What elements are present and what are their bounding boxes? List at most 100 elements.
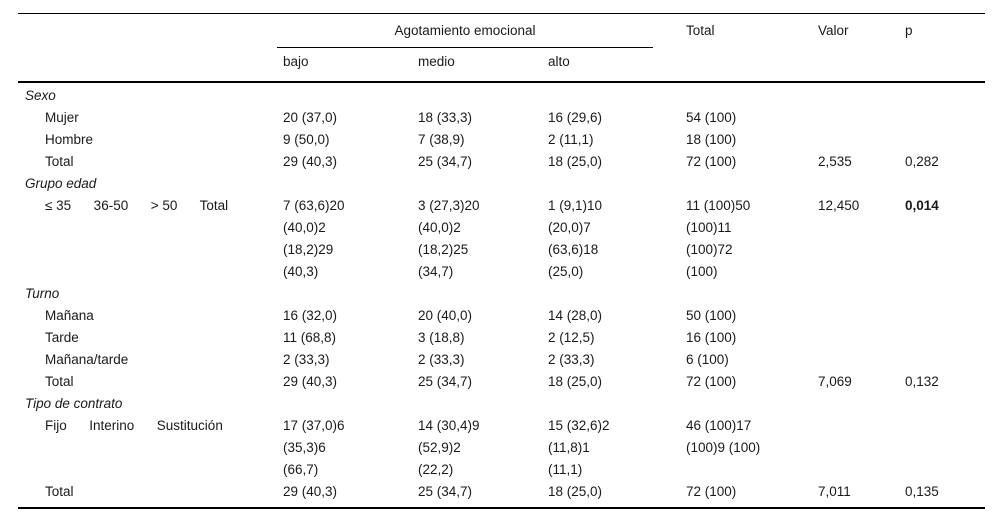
- cell: [418, 173, 548, 195]
- cell: 20 (37,0): [283, 110, 338, 125]
- span-header-cell: Agotamiento emocional: [277, 14, 686, 48]
- cell: [905, 107, 985, 129]
- row-label: Mujer: [45, 110, 79, 125]
- empty-header-cell: [18, 14, 283, 49]
- cell: 72 (100): [686, 154, 737, 169]
- cell: 14 (30,4)9 (52,9)2 (22,2): [418, 418, 480, 477]
- cell: 18 (25,0): [548, 374, 603, 389]
- empty-header-cell: [18, 48, 283, 83]
- cell: 20 (40,0): [418, 308, 473, 323]
- cell: [905, 327, 985, 349]
- row-label: Hombre: [45, 132, 94, 147]
- cell: 2 (33,3): [548, 352, 595, 367]
- cell: 0,132: [905, 374, 939, 389]
- cell: 0,135: [905, 484, 939, 499]
- cell: 50 (100): [686, 308, 737, 323]
- cell: [418, 283, 548, 305]
- cell: 18 (33,3): [418, 110, 473, 125]
- cell: [905, 283, 985, 305]
- table-header: Agotamiento emocional Total Valor p bajo…: [18, 14, 985, 83]
- cell: 11 (68,8): [283, 330, 337, 345]
- span-header-label: Agotamiento emocional: [277, 23, 653, 48]
- section-row: Tipo de contrato: [18, 393, 985, 415]
- cell: [418, 393, 548, 415]
- cell: 2 (33,3): [283, 352, 330, 367]
- cell: 54 (100): [686, 110, 737, 125]
- cell: [818, 393, 905, 415]
- header-row-levels: bajo medio alto: [18, 48, 985, 83]
- cell: [818, 305, 905, 327]
- cell: [905, 349, 985, 371]
- cell: [818, 327, 905, 349]
- row-label: ≤ 35 36-50 > 50 Total: [45, 198, 229, 213]
- cell: 16 (29,6): [548, 110, 603, 125]
- row-label: Total: [45, 484, 74, 499]
- row-label: Tipo de contrato: [25, 396, 123, 411]
- row-label: Fijo Interino Sustitución: [45, 418, 223, 433]
- results-table: Agotamiento emocional Total Valor p bajo…: [18, 13, 985, 509]
- cell: 15 (32,6)2 (11,8)1 (11,1): [548, 418, 610, 477]
- cell: 25 (34,7): [418, 374, 473, 389]
- cell: 18 (25,0): [548, 154, 603, 169]
- row-label: Total: [45, 154, 74, 169]
- cell: 16 (100): [686, 330, 737, 345]
- row-label: Mañana: [45, 308, 94, 323]
- cell: 0,014: [905, 198, 939, 213]
- cell: 29 (40,3): [283, 374, 338, 389]
- cell: 16 (32,0): [283, 308, 338, 323]
- cell: [548, 82, 686, 107]
- cell: [548, 393, 686, 415]
- cell: [905, 82, 985, 107]
- row-label: Tarde: [45, 330, 79, 345]
- empty-header-cell: [818, 48, 905, 83]
- cell: [686, 283, 818, 305]
- cell: [818, 107, 905, 129]
- header-row-groups: Agotamiento emocional Total Valor p: [18, 14, 985, 49]
- cell: 7,069: [818, 374, 852, 389]
- table-row: Hombre 9 (50,0) 7 (38,9) 2 (11,1) 18 (100): [18, 129, 985, 151]
- table-row: Mujer 20 (37,0) 18 (33,3) 16 (29,6) 54 (100): [18, 107, 985, 129]
- cell: [905, 415, 985, 481]
- row-label: Total: [45, 374, 74, 389]
- section-row: Grupo edad: [18, 173, 985, 195]
- cell: [905, 173, 985, 195]
- cell: 25 (34,7): [418, 484, 473, 499]
- cell: [818, 283, 905, 305]
- section-row: Sexo: [18, 82, 985, 107]
- cell: 14 (28,0): [548, 308, 603, 323]
- cell: [905, 305, 985, 327]
- empty-header-cell: [686, 48, 818, 83]
- cell: [818, 415, 905, 481]
- cell: 9 (50,0): [283, 132, 330, 147]
- cell: [905, 129, 985, 151]
- cell: 18 (25,0): [548, 484, 603, 499]
- table-row: Mañana/tarde 2 (33,3) 2 (33,3) 2 (33,3) 6 (1…: [18, 349, 985, 371]
- sub-header-alto: alto: [548, 48, 686, 83]
- cell: 3 (27,3)20 (40,0)2 (18,2)25 (34,7): [418, 198, 480, 279]
- table-row: Tarde 11 (68,8) 3 (18,8) 2 (12,5) 16 (100): [18, 327, 985, 349]
- table-row: Total 29 (40,3) 25 (34,7) 18 (25,0) 72 (100)…: [18, 481, 985, 508]
- cell: [818, 349, 905, 371]
- cell: 1 (9,1)10 (20,0)7 (63,6)18 (25,0): [548, 198, 603, 279]
- table-row: Fijo Interino Sustitución 17 (37,0)6 (35,…: [18, 415, 985, 481]
- cell: [418, 82, 548, 107]
- total-column-header: Total: [686, 23, 715, 38]
- cell: [818, 129, 905, 151]
- cell: [818, 173, 905, 195]
- sub-header-medio: medio: [418, 48, 548, 83]
- cell: 2,535: [818, 154, 852, 169]
- row-label: Sexo: [25, 88, 56, 103]
- cell: 12,450: [818, 198, 860, 213]
- row-label: Grupo edad: [25, 176, 97, 191]
- empty-header-cell: [905, 48, 985, 83]
- valor-column-header: Valor: [818, 23, 849, 38]
- cell: 7 (38,9): [418, 132, 465, 147]
- cell: 0,282: [905, 154, 939, 169]
- cell: [548, 173, 686, 195]
- cell: [283, 173, 418, 195]
- cell: 29 (40,3): [283, 154, 338, 169]
- cell: 11 (100)50 (100)11 (100)72 (100): [686, 198, 751, 279]
- cell: 2 (11,1): [548, 132, 594, 147]
- cell: [686, 173, 818, 195]
- cell: [818, 82, 905, 107]
